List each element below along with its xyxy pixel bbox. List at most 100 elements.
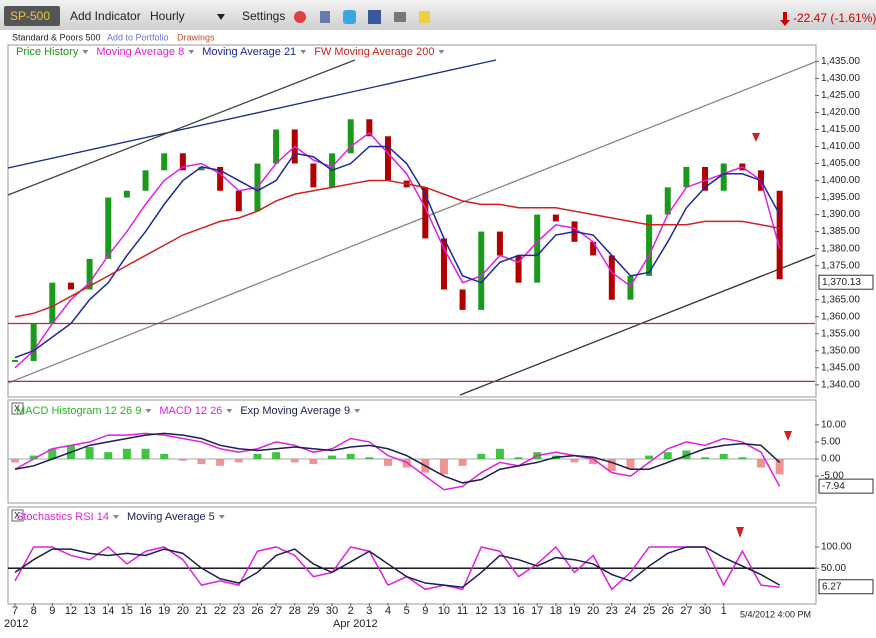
indicator-line <box>14 545 780 591</box>
price-bar <box>459 289 466 310</box>
x-tick-label: 19 <box>568 605 580 617</box>
histogram-bar <box>178 459 187 461</box>
y-tick-label: -5.00 <box>821 471 844 482</box>
x-tick-label: 27 <box>270 605 282 617</box>
y-tick-label: 1,385.00 <box>821 226 860 237</box>
histogram-bar <box>458 459 467 466</box>
add-to-portfolio[interactable]: Add to Portfolio <box>107 32 169 42</box>
print-icon[interactable] <box>394 12 406 22</box>
x-tick-label: 29 <box>307 605 319 617</box>
price-bar <box>198 166 205 171</box>
facebook-icon[interactable] <box>368 10 381 24</box>
x-tick-label: 13 <box>494 605 506 617</box>
dropdown-arrow[interactable] <box>217 14 225 20</box>
price-bar <box>664 187 671 215</box>
y-tick-label: 1,395.00 <box>821 192 860 203</box>
last-value-box <box>818 274 874 290</box>
legend-entry[interactable]: MACD 12 26 <box>159 405 222 417</box>
close-x[interactable]: X <box>14 510 20 520</box>
x-tick-label: 5 <box>404 605 410 617</box>
x-tick-label: 12 <box>65 605 77 617</box>
x-tick-label: 12 <box>475 605 487 617</box>
interval[interactable]: Hourly <box>150 9 185 23</box>
x-tick-label: 20 <box>177 605 189 617</box>
price-bar <box>347 119 354 154</box>
legend-entry[interactable]: Moving Average 21 <box>202 46 296 58</box>
legend-entry[interactable]: Moving Average 8 <box>96 46 184 58</box>
price-bar <box>776 190 783 280</box>
x-tick-label: 3 <box>366 605 372 617</box>
x-tick-label: 20 <box>587 605 599 617</box>
x-tick-label: 15 <box>121 605 133 617</box>
legend-dropdown <box>188 50 195 54</box>
price-bar <box>515 255 522 283</box>
price-bar <box>86 258 93 290</box>
histogram-bar <box>309 459 318 465</box>
histogram-bar <box>682 450 691 459</box>
drawings[interactable]: Drawings <box>177 32 215 42</box>
period-label: Apr 2012 <box>333 618 378 630</box>
x-tick-label: 30 <box>326 605 338 617</box>
y-tick-label: 1,350.00 <box>821 345 860 356</box>
x-tick-label: 17 <box>531 605 543 617</box>
y-tick-label: 1,375.00 <box>821 260 860 271</box>
x-tick-label: 1 <box>721 605 727 617</box>
legend-entry[interactable]: MACD Histogram 12 26 9 <box>16 405 141 417</box>
x-tick-label: 23 <box>233 605 245 617</box>
legend-entry[interactable]: Stochastics RSI 14 <box>16 511 109 523</box>
book-icon[interactable] <box>320 11 330 23</box>
toolbar <box>0 0 876 30</box>
y-tick-label: 1,345.00 <box>821 362 860 373</box>
indicator-line <box>14 432 781 484</box>
x-tick-label: 11 <box>457 605 468 617</box>
histogram-bar <box>197 459 206 465</box>
indicator-line <box>14 179 780 318</box>
y-tick-label: 1,390.00 <box>821 209 860 220</box>
histogram-bar <box>234 459 243 463</box>
price-bar <box>142 170 149 191</box>
y-tick-label: 1,430.00 <box>821 73 860 84</box>
histogram-bar <box>663 452 672 459</box>
histogram-bar <box>607 459 616 471</box>
legend-entry[interactable]: Moving Average 5 <box>127 511 215 523</box>
price-bar <box>627 275 634 300</box>
indicator-line <box>14 432 781 491</box>
y-tick-label: 1,365.00 <box>821 294 860 305</box>
close-button[interactable] <box>11 402 24 415</box>
histogram-bar <box>439 459 448 475</box>
legend-entry[interactable]: Exp Moving Average 9 <box>240 405 350 417</box>
y-tick-label: 10.00 <box>821 419 846 430</box>
histogram-bar <box>384 459 392 466</box>
note-icon[interactable] <box>419 11 430 23</box>
price-bar <box>440 238 447 290</box>
add-indicator[interactable]: Add Indicator <box>70 9 141 23</box>
alarm-icon[interactable] <box>294 11 306 23</box>
price-bar <box>30 323 37 361</box>
price-bar <box>12 359 18 362</box>
twitter-icon[interactable] <box>343 10 356 24</box>
histogram-bar <box>701 457 710 459</box>
y-tick-label: 1,410.00 <box>821 141 860 152</box>
y-tick-label: 50.00 <box>821 563 846 574</box>
close-button[interactable] <box>11 509 24 522</box>
histogram-bar <box>719 453 728 459</box>
annotation-arrow <box>736 527 744 538</box>
x-tick-label: 13 <box>83 605 95 617</box>
x-tick-label: 22 <box>214 605 226 617</box>
price-bar <box>67 282 74 290</box>
histogram-bar <box>365 457 374 459</box>
histogram-bar <box>738 457 747 459</box>
close-x[interactable]: X <box>14 403 20 413</box>
x-tick-label: 10 <box>438 605 450 617</box>
legend-entry[interactable]: Price History <box>16 46 79 58</box>
annotation-arrow <box>784 431 792 441</box>
symbol: SP-500 <box>10 9 50 23</box>
histogram-bar <box>253 453 262 459</box>
price-bar <box>683 166 690 188</box>
price-bar <box>534 214 541 283</box>
settings[interactable]: Settings <box>242 9 285 23</box>
legend-entry[interactable]: FW Moving Average 200 <box>314 46 434 58</box>
price-bar <box>273 129 280 164</box>
x-tick-label: 14 <box>102 605 114 617</box>
